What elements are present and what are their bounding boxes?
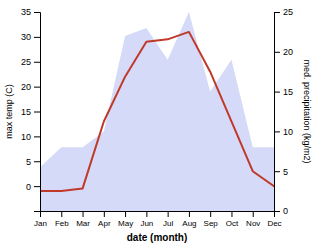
- tick-mark: [274, 12, 280, 13]
- tick-label: 25: [21, 57, 31, 67]
- tick-mark: [34, 112, 40, 113]
- tick: Jul: [163, 211, 173, 228]
- tick-mark: [274, 52, 280, 53]
- tick: Mar: [76, 211, 90, 228]
- tick-label: Jan: [34, 219, 47, 228]
- tick: 20: [274, 47, 293, 57]
- tick-mark: [34, 12, 40, 13]
- tick-label: Feb: [55, 219, 69, 228]
- tick: 10: [21, 132, 40, 142]
- tick-label: 35: [21, 7, 31, 17]
- tick-label: 5: [26, 157, 31, 167]
- tick-mark: [274, 171, 280, 172]
- tick: Apr: [98, 211, 111, 228]
- tick: 35: [21, 7, 40, 17]
- x-axis: Jan Feb Mar Apr May Jun Jul Aug Sep Oct Nov Dec: [34, 211, 282, 228]
- tick-label: 25: [283, 7, 293, 17]
- tick-label: 20: [21, 82, 31, 92]
- tick: May: [118, 211, 133, 228]
- tick-label: Nov: [246, 219, 260, 228]
- tick: Nov: [246, 211, 260, 228]
- tick: 0: [274, 206, 288, 216]
- tick-label: 30: [21, 32, 31, 42]
- axis-line: [34, 13, 41, 212]
- marks: [40, 12, 274, 211]
- tick-mark: [253, 211, 254, 217]
- tick: 25: [274, 7, 293, 17]
- tick-mark: [274, 211, 280, 212]
- tick-label: Sep: [204, 219, 219, 228]
- tick: 10: [274, 127, 293, 137]
- tick-label: Jul: [163, 219, 173, 228]
- tick-mark: [61, 211, 62, 217]
- tick: Feb: [55, 211, 69, 228]
- tick-mark: [104, 211, 105, 217]
- tick: Sep: [204, 211, 219, 228]
- tick: 25: [21, 57, 40, 67]
- tick-label: Aug: [182, 219, 196, 228]
- plot: JanFebMarAprMayJunJulAugSepOctNovDec0510…: [4, 7, 312, 243]
- tick-label: 15: [283, 87, 293, 97]
- tick-label: Oct: [226, 219, 239, 228]
- tick: Jan: [34, 211, 47, 228]
- tick: Jun: [140, 211, 153, 228]
- line: [40, 32, 274, 191]
- y-axis-title: max temp (C): [4, 84, 14, 139]
- tick-mark: [231, 211, 232, 217]
- y2-axis: 0 5 10 15 20 25: [274, 7, 293, 216]
- tick: Oct: [226, 211, 239, 228]
- tick-mark: [83, 211, 84, 217]
- tick-mark: [168, 211, 169, 217]
- tick-mark: [34, 186, 40, 187]
- x-axis-title: date (month): [127, 232, 188, 243]
- axis-line: [41, 212, 275, 218]
- tick-mark: [34, 62, 40, 63]
- tick-mark: [34, 161, 40, 162]
- tick: Aug: [182, 211, 196, 228]
- tick-label: 10: [21, 132, 31, 142]
- tick-mark: [274, 92, 280, 93]
- tick-label: May: [118, 219, 133, 228]
- tick-mark: [34, 87, 40, 88]
- tick: 15: [274, 87, 293, 97]
- y2-axis-title: med. precipitation (kg/m2): [302, 59, 312, 163]
- tick: 15: [21, 107, 40, 117]
- tick-mark: [34, 136, 40, 137]
- axis-line: [275, 13, 281, 212]
- tick-label: 0: [26, 182, 31, 192]
- tick-mark: [210, 211, 211, 217]
- tick-label: 15: [21, 107, 31, 117]
- tick: 20: [21, 82, 40, 92]
- tick-label: 10: [283, 127, 293, 137]
- tick-mark: [274, 131, 280, 132]
- chart: JanFebMarAprMayJunJulAugSepOctNovDec0510…: [0, 0, 318, 247]
- tick: 30: [21, 32, 40, 42]
- tick: 0: [26, 182, 40, 192]
- tick-label: 20: [283, 47, 293, 57]
- tick: Dec: [267, 211, 281, 228]
- tick-label: 0: [283, 206, 288, 216]
- tick-mark: [146, 211, 147, 217]
- tick-mark: [125, 211, 126, 217]
- tick-label: Jun: [140, 219, 153, 228]
- tick: 5: [26, 157, 40, 167]
- tick-label: Apr: [98, 219, 111, 228]
- y-axis: 0 5 10 15 20 25 30 35: [21, 7, 41, 211]
- tick-label: Mar: [76, 219, 90, 228]
- tick-label: Dec: [267, 219, 281, 228]
- area: [40, 12, 274, 211]
- tick: 5: [274, 167, 288, 177]
- tick-mark: [34, 37, 40, 38]
- tick-label: 5: [283, 167, 288, 177]
- tick-mark: [189, 211, 190, 217]
